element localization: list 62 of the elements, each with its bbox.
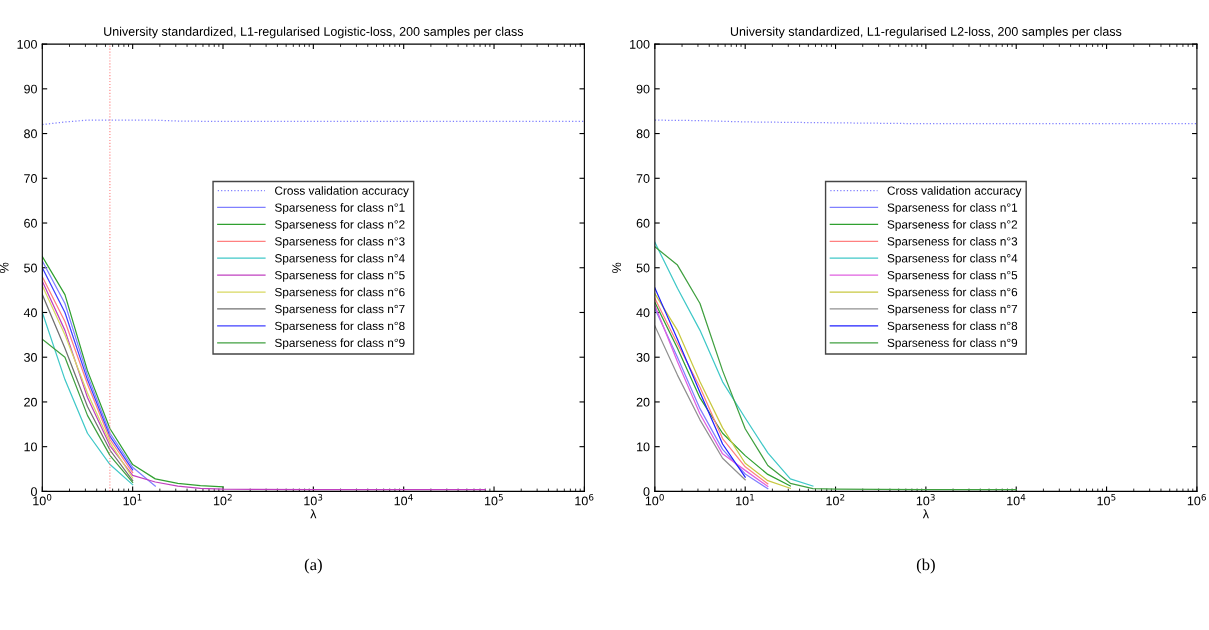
x-tick-label: 10$^{2}$ xyxy=(213,493,232,506)
legend-label: Sparseness for class n°5 xyxy=(274,270,405,282)
legend-label: Cross validation accuracy xyxy=(275,186,409,198)
y-tick-label: 20 xyxy=(24,397,37,407)
legend-label: Sparseness for class n°7 xyxy=(274,304,405,316)
legend-label: Cross validation accuracy xyxy=(887,186,1022,198)
x-tick-label: 10$^{3}$ xyxy=(916,493,935,506)
legend-label: Sparseness for class n°6 xyxy=(887,287,1018,299)
legend-label: Sparseness for class n°1 xyxy=(274,203,405,215)
y-axis-title: % xyxy=(0,262,9,273)
y-tick-label: 100 xyxy=(630,39,650,49)
x-axis-title: λ xyxy=(310,509,317,519)
legend-label: Sparseness for class n°6 xyxy=(274,287,405,299)
legend-label: Sparseness for class n°4 xyxy=(274,253,405,265)
legend-label: Sparseness for class n°1 xyxy=(887,203,1018,215)
y-tick-label: 100 xyxy=(17,39,37,49)
y-tick-label: 30 xyxy=(24,353,37,362)
text: (b) xyxy=(916,558,935,574)
y-tick-label: 90 xyxy=(24,84,37,94)
y-tick-label: 70 xyxy=(24,174,37,183)
x-tick-label: 10$^{3}$ xyxy=(304,493,323,506)
y-tick-label: 0 xyxy=(30,487,37,497)
legend-label: Sparseness for class n°3 xyxy=(887,236,1018,248)
y-tick-label: 60 xyxy=(24,218,37,228)
y-tick-label: 30 xyxy=(636,353,650,362)
legend-label: Sparseness for class n°8 xyxy=(274,321,405,333)
x-tick-label: 10$^{6}$ xyxy=(575,493,594,506)
x-tick-label: 10$^{2}$ xyxy=(826,493,845,506)
y-tick-label: 40 xyxy=(23,308,37,318)
x-tick-label: 10$^{5}$ xyxy=(1097,494,1116,506)
y-tick-label: 20 xyxy=(636,397,650,407)
text: (a) xyxy=(304,558,322,574)
y-tick-label: 70 xyxy=(636,174,650,183)
y-tick-label: 90 xyxy=(636,84,650,94)
legend-label: Sparseness for class n°8 xyxy=(887,321,1018,333)
y-tick-label: 80 xyxy=(24,129,37,139)
y-tick-label: 60 xyxy=(636,218,650,228)
chart-title: University standardized, L1-regularised Logistic-loss, 200 samples per class xyxy=(104,26,524,39)
y-tick-label: 10 xyxy=(637,442,650,452)
x-tick-label: 10$^{6}$ xyxy=(1187,493,1206,506)
legend-label: Sparseness for class n°5 xyxy=(887,270,1018,282)
y-tick-label: 50 xyxy=(636,263,650,273)
x-tick-label: 10$^{4}$ xyxy=(1007,494,1026,506)
x-tick-label: 10$^{1}$ xyxy=(736,494,754,506)
x-axis-title: λ xyxy=(922,509,929,519)
y-tick-label: 40 xyxy=(636,308,650,318)
legend-label: Sparseness for class n°7 xyxy=(887,304,1018,316)
x-tick-label: 10$^{4}$ xyxy=(394,494,413,506)
y-tick-label: 50 xyxy=(24,263,37,273)
legend-label: Sparseness for class n°2 xyxy=(887,219,1018,231)
legend-label: Sparseness for class n°3 xyxy=(274,236,405,248)
x-tick-label: 10$^{1}$ xyxy=(123,494,142,506)
legend-label: Sparseness for class n°2 xyxy=(274,219,405,231)
y-tick-label: 80 xyxy=(636,129,650,139)
y-tick-label: 0 xyxy=(643,487,650,497)
chart-title: University standardized, L1-regularised L2-loss, 200 samples per class xyxy=(730,26,1122,39)
y-tick-label: 10 xyxy=(24,442,37,452)
x-tick-label: 10$^{5}$ xyxy=(484,494,503,506)
legend-label: Sparseness for class n°4 xyxy=(887,253,1018,265)
y-axis-title: % xyxy=(612,262,622,273)
legend-label: Sparseness for class n°9 xyxy=(274,338,405,350)
legend-label: Sparseness for class n°9 xyxy=(887,338,1018,350)
